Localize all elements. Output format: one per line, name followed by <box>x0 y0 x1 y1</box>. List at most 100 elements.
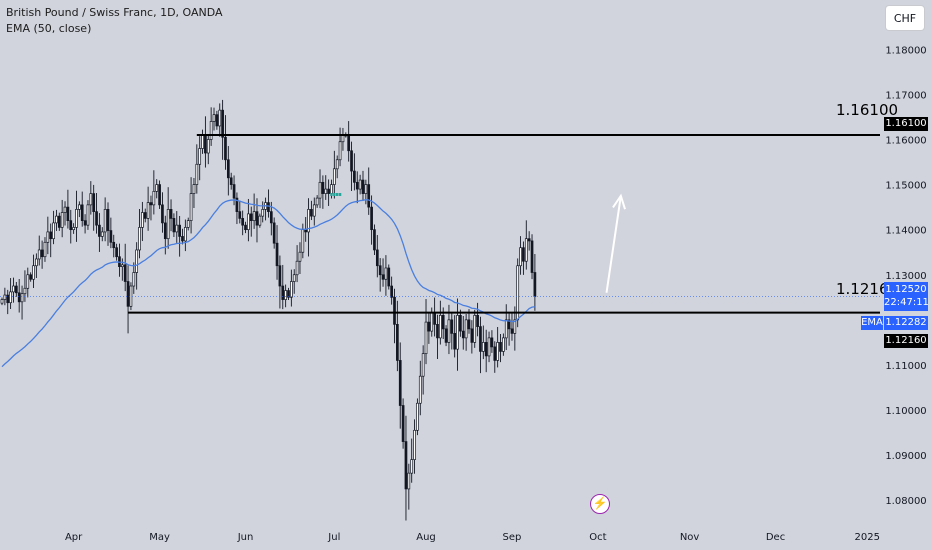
candle <box>161 192 164 233</box>
price-tag-value: 1.12520 <box>885 284 927 295</box>
candle <box>206 134 210 165</box>
candle <box>163 215 167 255</box>
candle <box>522 241 525 275</box>
candle <box>438 300 442 345</box>
candle <box>358 174 362 195</box>
candle <box>261 201 265 223</box>
ema-indicator-label[interactable]: EMA (50, close) <box>6 22 92 35</box>
candle <box>318 169 322 209</box>
candle <box>235 192 239 225</box>
y-tick-label: 1.17000 <box>885 90 926 101</box>
candle <box>401 398 405 449</box>
y-tick-label: 1.16000 <box>885 135 926 146</box>
level-lines <box>128 133 880 314</box>
highlight-mark <box>330 192 333 196</box>
lower-level-tag: 1.12160 <box>884 334 928 348</box>
candle <box>275 225 279 280</box>
candle <box>464 313 468 351</box>
candle <box>533 254 537 311</box>
candle <box>459 309 462 337</box>
candle <box>143 208 147 223</box>
candle <box>269 201 273 236</box>
candle <box>57 212 61 231</box>
candle <box>83 214 87 234</box>
candle <box>335 155 339 179</box>
candle <box>204 116 207 168</box>
candle <box>229 172 233 190</box>
candle <box>66 189 70 229</box>
candle <box>226 146 230 196</box>
candle <box>78 201 81 218</box>
candle <box>89 181 93 215</box>
y-tick-label: 1.13000 <box>885 271 926 282</box>
candle <box>23 270 27 302</box>
candle <box>321 175 325 209</box>
candle <box>470 320 474 354</box>
candle <box>172 213 176 237</box>
candle <box>502 333 505 356</box>
candle <box>100 227 104 242</box>
projection-arrow <box>605 193 626 293</box>
candle <box>198 136 202 181</box>
candle <box>315 195 319 208</box>
candle <box>106 202 110 246</box>
candle <box>249 206 253 237</box>
candle <box>444 325 448 347</box>
candle <box>387 264 391 290</box>
candle <box>40 240 44 269</box>
upper-level-label: 1.16100 <box>836 101 899 119</box>
candle <box>192 178 196 208</box>
candle <box>3 287 7 306</box>
candle <box>332 150 336 199</box>
candle <box>298 242 302 275</box>
candle <box>527 231 531 251</box>
candle <box>12 277 15 303</box>
highlight-mark <box>338 192 342 196</box>
candle <box>375 235 379 278</box>
candle <box>427 312 431 344</box>
candle <box>20 285 24 320</box>
candle <box>186 217 190 231</box>
candle <box>0 297 4 306</box>
candle <box>524 220 528 270</box>
candle <box>247 198 250 242</box>
candle <box>350 141 353 192</box>
candle <box>416 398 419 436</box>
candle <box>43 237 47 262</box>
lower-level-label: 1.12160 <box>836 280 899 298</box>
y-tick-label: 1.10000 <box>885 406 926 417</box>
currency-button[interactable]: CHF <box>886 6 924 30</box>
arrow-head <box>612 193 626 210</box>
candle <box>146 186 150 231</box>
candle <box>109 217 113 249</box>
candle <box>103 197 107 242</box>
y-tick-label: 1.11000 <box>885 361 926 372</box>
ema-value-tag: 1.12282 <box>884 316 928 330</box>
flash-icon[interactable]: ⚡ <box>590 494 610 514</box>
x-tick-label: Jul <box>327 532 340 543</box>
time-axis[interactable]: Apr May Jun Jul Aug Sep Oct Nov Dec 2025 <box>65 532 880 543</box>
upper-level-tag: 1.16100 <box>884 117 928 131</box>
candle <box>138 209 141 259</box>
candle <box>433 297 436 337</box>
candle <box>347 121 351 162</box>
candle <box>519 236 522 275</box>
candle <box>516 258 520 328</box>
x-tick-label: Apr <box>65 532 83 543</box>
candle <box>112 234 116 258</box>
x-tick-label: May <box>149 532 170 543</box>
candle <box>361 170 365 201</box>
candle <box>238 200 242 224</box>
candle <box>267 189 270 218</box>
y-tick-label: 1.08000 <box>885 496 926 507</box>
candle <box>353 153 356 191</box>
candle <box>224 115 227 170</box>
candle <box>507 312 511 346</box>
candle <box>155 179 159 199</box>
candle <box>29 272 32 282</box>
candle <box>384 255 388 296</box>
candle <box>95 193 98 234</box>
candle <box>513 306 517 351</box>
candle <box>490 330 494 353</box>
